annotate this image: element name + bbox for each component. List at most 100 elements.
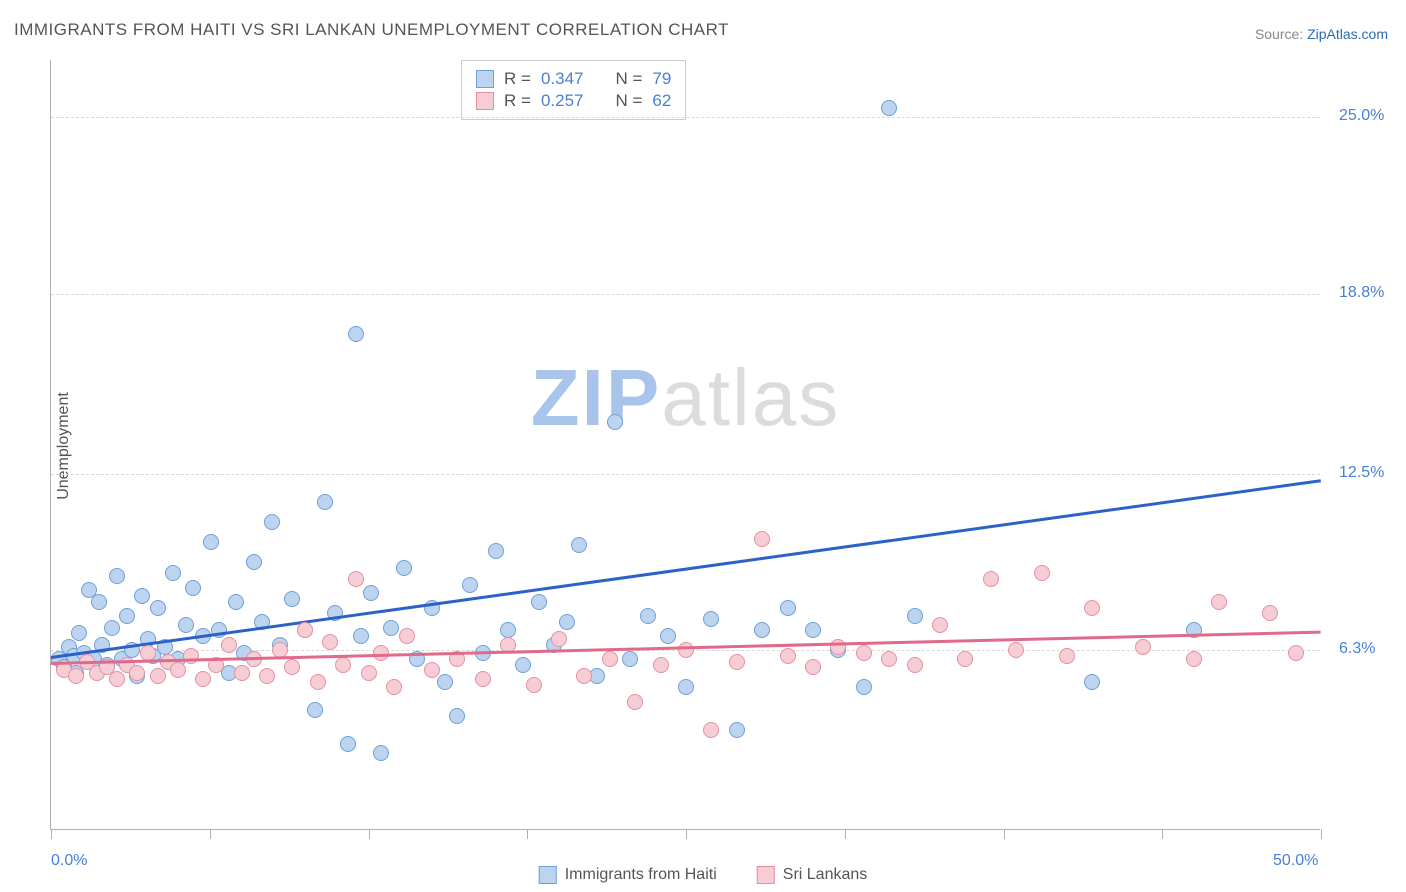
data-point (424, 662, 440, 678)
data-point (129, 665, 145, 681)
data-point (150, 600, 166, 616)
data-point (348, 326, 364, 342)
data-point (526, 677, 542, 693)
n-label: N = (615, 69, 642, 89)
data-point (551, 631, 567, 647)
data-point (531, 594, 547, 610)
data-point (932, 617, 948, 633)
data-point (780, 648, 796, 664)
data-point (228, 594, 244, 610)
data-point (335, 657, 351, 673)
x-tick (210, 829, 211, 839)
data-point (386, 679, 402, 695)
data-point (396, 560, 412, 576)
data-point (983, 571, 999, 587)
data-point (622, 651, 638, 667)
x-tick-label: 50.0% (1273, 852, 1318, 870)
legend-swatch (757, 866, 775, 884)
data-point (780, 600, 796, 616)
data-point (310, 674, 326, 690)
data-point (703, 611, 719, 627)
data-point (729, 654, 745, 670)
n-value: 79 (652, 69, 671, 89)
watermark: ZIPatlas (531, 352, 840, 444)
legend-row: R = 0.257 N = 62 (476, 91, 671, 111)
data-point (353, 628, 369, 644)
data-point (259, 668, 275, 684)
legend-item: Immigrants from Haiti (539, 866, 717, 884)
data-point (134, 588, 150, 604)
data-point (246, 554, 262, 570)
data-point (297, 622, 313, 638)
data-point (165, 565, 181, 581)
data-point (1008, 642, 1024, 658)
data-point (805, 659, 821, 675)
watermark-atlas: atlas (661, 353, 840, 442)
data-point (602, 651, 618, 667)
data-point (68, 668, 84, 684)
x-tick (527, 829, 528, 839)
chart-container: IMMIGRANTS FROM HAITI VS SRI LANKAN UNEM… (0, 0, 1406, 892)
gridline (51, 474, 1320, 475)
data-point (1211, 594, 1227, 610)
data-point (881, 100, 897, 116)
x-tick (1162, 829, 1163, 839)
x-tick (686, 829, 687, 839)
plot-area: ZIPatlas R =0.347N =79R =0.257N =62 6.3%… (50, 60, 1320, 830)
data-point (195, 671, 211, 687)
data-point (340, 736, 356, 752)
data-point (383, 620, 399, 636)
data-point (488, 543, 504, 559)
data-point (607, 414, 623, 430)
x-tick (369, 829, 370, 839)
chart-title: IMMIGRANTS FROM HAITI VS SRI LANKAN UNEM… (14, 20, 729, 40)
data-point (515, 657, 531, 673)
source-link[interactable]: ZipAtlas.com (1307, 26, 1388, 42)
data-point (678, 642, 694, 658)
x-tick (845, 829, 846, 839)
y-tick-label: 12.5% (1339, 464, 1384, 482)
legend-label: Immigrants from Haiti (565, 866, 717, 884)
data-point (104, 620, 120, 636)
r-value: 0.257 (541, 91, 584, 111)
data-point (881, 651, 897, 667)
y-tick-label: 25.0% (1339, 107, 1384, 125)
data-point (307, 702, 323, 718)
data-point (678, 679, 694, 695)
trend-line (51, 479, 1321, 659)
correlation-legend: R =0.347N =79R =0.257N =62 (461, 60, 686, 120)
data-point (109, 671, 125, 687)
data-point (399, 628, 415, 644)
data-point (234, 665, 250, 681)
data-point (805, 622, 821, 638)
data-point (475, 671, 491, 687)
data-point (1186, 651, 1202, 667)
r-label: R = (504, 91, 531, 111)
data-point (363, 585, 379, 601)
data-point (361, 665, 377, 681)
data-point (907, 657, 923, 673)
series-legend: Immigrants from Haiti Sri Lankans (539, 866, 868, 884)
n-label: N = (615, 91, 642, 111)
y-tick-label: 6.3% (1339, 640, 1375, 658)
n-value: 62 (652, 91, 671, 111)
y-tick-label: 18.8% (1339, 284, 1384, 302)
data-point (119, 608, 135, 624)
data-point (754, 622, 770, 638)
legend-row: R =0.347N =79 (476, 69, 671, 89)
data-point (203, 534, 219, 550)
legend-label: Sri Lankans (783, 866, 868, 884)
legend-swatch (539, 866, 557, 884)
r-label: R = (504, 69, 531, 89)
source-attribution: Source: ZipAtlas.com (1255, 26, 1388, 42)
data-point (322, 634, 338, 650)
data-point (957, 651, 973, 667)
data-point (71, 625, 87, 641)
data-point (185, 580, 201, 596)
data-point (264, 514, 280, 530)
data-point (91, 594, 107, 610)
data-point (284, 659, 300, 675)
x-tick-label: 0.0% (51, 852, 87, 870)
data-point (109, 568, 125, 584)
data-point (1262, 605, 1278, 621)
